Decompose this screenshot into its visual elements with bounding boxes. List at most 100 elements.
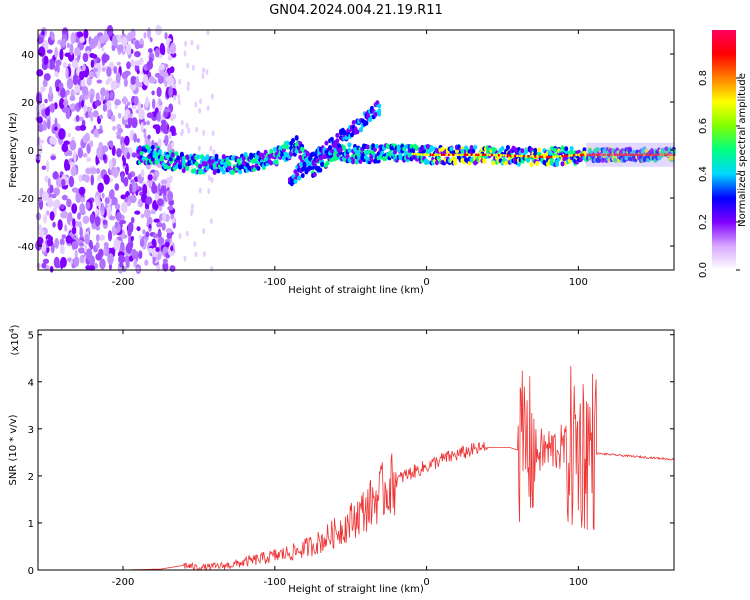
heatmap-x-tick-label: 0 <box>423 277 429 288</box>
heatmap-cell <box>101 47 105 52</box>
heatmap-cell <box>42 120 48 131</box>
heatmap-cell <box>60 244 65 255</box>
heatmap-cell <box>648 153 651 156</box>
heatmap-cell <box>94 216 101 226</box>
heatmap-cell <box>142 229 146 235</box>
heatmap-y-axis-label: Frequency (Hz) <box>8 112 19 188</box>
heatmap-cell <box>180 130 184 137</box>
snr-y-tick-label: 1 <box>28 519 34 530</box>
heatmap-cell <box>427 153 430 156</box>
heatmap-cell <box>413 152 416 156</box>
heatmap-cell <box>130 182 137 193</box>
heatmap-cell <box>564 146 569 152</box>
heatmap-cell <box>137 101 142 112</box>
heatmap-cell <box>90 174 95 186</box>
heatmap-cell <box>52 221 56 228</box>
heatmap-cell <box>563 154 566 158</box>
heatmap-cell <box>473 144 478 150</box>
heatmap-cell <box>117 127 124 134</box>
heatmap-cell <box>74 84 81 94</box>
heatmap-cell <box>78 70 85 81</box>
heatmap-cell <box>89 93 94 104</box>
heatmap-cell <box>37 198 43 203</box>
heatmap-cell <box>454 153 457 156</box>
heatmap-cell <box>285 144 290 150</box>
heatmap-cell <box>97 174 101 182</box>
heatmap-cell <box>536 155 539 158</box>
heatmap-cell <box>502 154 505 157</box>
heatmap-cell <box>110 140 114 149</box>
heatmap-cell <box>210 265 214 272</box>
heatmap-cell <box>347 142 352 148</box>
heatmap-cell <box>157 236 165 245</box>
heatmap-cell <box>74 46 81 57</box>
heatmap-cell <box>158 149 163 155</box>
heatmap-cell <box>241 155 246 161</box>
heatmap-cell <box>65 89 70 96</box>
heatmap-cell <box>177 93 181 100</box>
heatmap-cell <box>634 153 637 156</box>
heatmap-cell <box>513 154 516 158</box>
heatmap-cell <box>294 135 299 141</box>
heatmap-cell <box>116 212 122 221</box>
heatmap-cell <box>238 169 243 175</box>
heatmap-cell <box>148 224 152 229</box>
heatmap-x-tick-label: -200 <box>112 277 135 288</box>
heatmap-cell <box>81 174 88 182</box>
heatmap-cell <box>125 43 132 56</box>
heatmap-cell <box>604 153 607 156</box>
heatmap-cell <box>55 177 63 188</box>
heatmap-cell <box>602 153 605 156</box>
heatmap-cell <box>79 226 83 239</box>
heatmap-cell <box>131 117 138 129</box>
heatmap-cell <box>89 255 95 267</box>
heatmap-cell <box>92 110 99 118</box>
heatmap-cell <box>110 114 116 122</box>
heatmap-cell <box>50 32 55 41</box>
heatmap-cell <box>123 114 128 121</box>
colorbar-tick-label: 0.0 <box>698 262 709 278</box>
colorbar-label: Normalized spectral amplitude <box>737 73 748 227</box>
heatmap-cell <box>329 148 334 154</box>
heatmap-cell <box>55 86 60 92</box>
heatmap-cell <box>152 124 159 130</box>
heatmap-cell <box>69 95 76 102</box>
colorbar-gradient <box>712 30 736 270</box>
heatmap-cell <box>61 194 68 201</box>
heatmap-cell <box>545 155 548 159</box>
heatmap-cell <box>411 152 414 156</box>
heatmap-cell <box>202 129 206 136</box>
heatmap-cell <box>134 50 141 58</box>
heatmap-cell <box>35 92 43 105</box>
heatmap-cell <box>146 179 154 184</box>
heatmap-cell <box>101 192 105 199</box>
heatmap-cells <box>35 24 676 274</box>
heatmap-cell <box>347 147 352 153</box>
heatmap-cell <box>114 221 119 229</box>
heatmap-cell <box>79 36 85 43</box>
heatmap-cell <box>114 203 121 211</box>
heatmap-cell <box>186 62 190 69</box>
heatmap-cell <box>335 138 340 144</box>
heatmap-cell <box>520 148 525 154</box>
colorbar-tick-label: 0.4 <box>698 166 709 182</box>
heatmap-cell <box>167 54 173 61</box>
heatmap-cell <box>627 153 630 156</box>
heatmap-cell <box>150 209 156 215</box>
heatmap-cell <box>101 53 109 64</box>
heatmap-cell <box>196 154 201 160</box>
heatmap-cell <box>180 119 184 126</box>
heatmap-cell <box>73 256 80 267</box>
heatmap-cell <box>53 126 58 131</box>
snr-y-tick-label: 4 <box>28 378 34 389</box>
heatmap-cell <box>436 153 439 156</box>
heatmap-cell <box>459 153 462 156</box>
heatmap-cell <box>491 160 496 166</box>
heatmap-cell <box>373 111 378 117</box>
heatmap-cell <box>197 145 201 152</box>
snr-x-tick-label: 100 <box>569 577 588 588</box>
heatmap-cell <box>101 145 109 153</box>
snr-axes: -200 -100 0 100 0 1 2 3 4 5 <box>28 330 674 588</box>
heatmap-cell <box>535 161 540 167</box>
heatmap-cell <box>130 216 135 224</box>
